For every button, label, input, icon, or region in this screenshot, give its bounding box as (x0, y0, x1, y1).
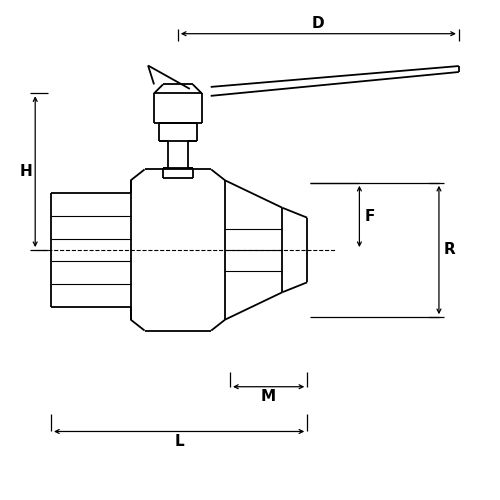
Text: L: L (174, 434, 184, 449)
Text: D: D (312, 16, 324, 31)
Text: M: M (261, 389, 276, 404)
Text: H: H (20, 164, 32, 179)
Text: R: R (444, 242, 456, 258)
Text: F: F (364, 209, 374, 224)
